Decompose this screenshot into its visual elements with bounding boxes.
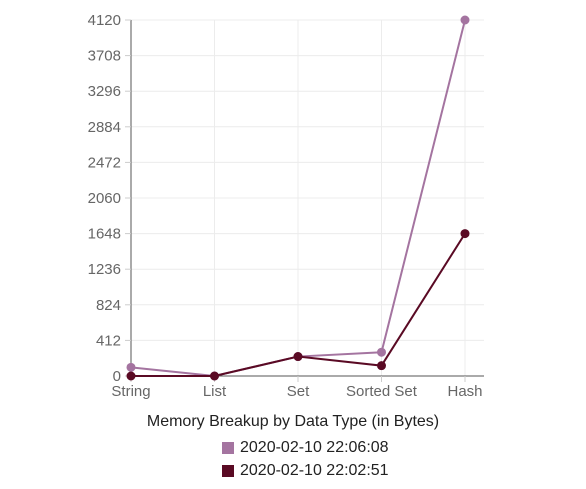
y-tick-label: 4120 (88, 12, 121, 29)
series-lines (126, 15, 470, 381)
y-tick-label: 0 (113, 368, 121, 385)
y-tick-label: 2472 (88, 154, 121, 171)
x-tick-label: Hash (447, 383, 482, 400)
x-tick-label: Sorted Set (346, 383, 418, 400)
y-tick-label: 3708 (88, 48, 121, 65)
data-point (460, 229, 470, 239)
y-tick-label: 2884 (88, 119, 121, 136)
y-tick-label: 1648 (88, 226, 121, 243)
data-point (377, 347, 386, 357)
data-point (293, 352, 303, 362)
y-tick-label: 412 (96, 332, 121, 349)
legend-swatch (222, 442, 234, 454)
data-point (126, 362, 136, 372)
x-tick-label: Set (287, 383, 310, 400)
x-tick-label: List (203, 383, 227, 400)
legend-item-series-1[interactable]: 2020-02-10 22:06:08 (222, 438, 389, 458)
x-axis-ticks: String List Set Sorted Set Hash (111, 376, 483, 400)
y-tick-label: 2060 (88, 190, 121, 207)
legend-label: 2020-02-10 22:06:08 (240, 439, 389, 456)
legend-swatch (222, 465, 234, 477)
grid-lines (131, 19, 484, 376)
data-point (210, 371, 219, 381)
y-tick-label: 824 (96, 297, 121, 314)
data-point (377, 361, 386, 371)
y-tick-label: 3296 (88, 83, 121, 100)
x-tick-label: String (111, 383, 150, 400)
y-axis-ticks: 0 412 824 1236 1648 2060 2472 2884 3296 3708 4120 (88, 12, 131, 385)
y-tick-label: 1236 (88, 261, 121, 278)
data-point (460, 15, 470, 25)
legend-title: Memory Breakup by Data Type (in Bytes) (146, 413, 440, 430)
data-point (126, 371, 136, 381)
legend-label: 2020-02-10 22:02:51 (240, 462, 389, 479)
legend-item-series-2[interactable]: 2020-02-10 22:02:51 (222, 461, 389, 481)
